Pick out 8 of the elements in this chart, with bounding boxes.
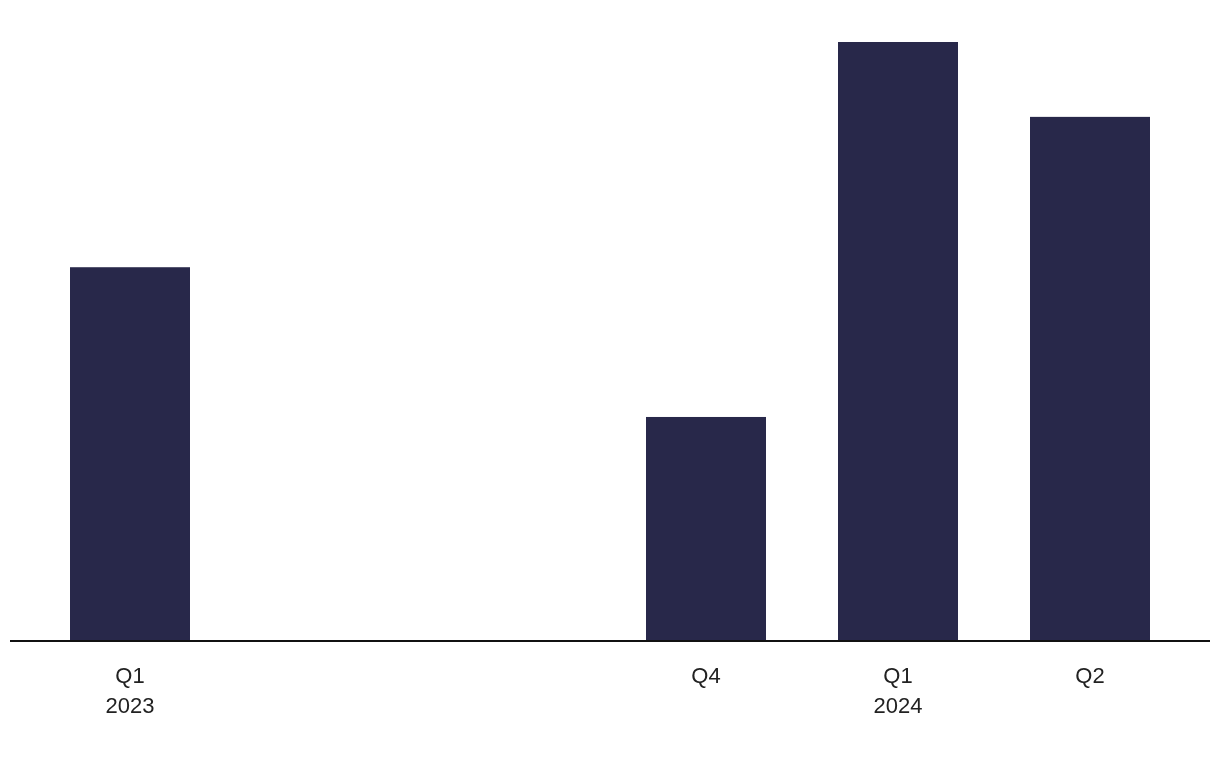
x-tick-label: Q2 <box>1075 663 1105 688</box>
bar <box>70 267 190 641</box>
bar <box>1030 116 1150 641</box>
bar <box>838 42 958 641</box>
bar <box>646 416 766 641</box>
x-tick-label: Q1 2024 <box>873 663 923 718</box>
x-tick-label: Q4 <box>691 663 721 688</box>
x-tick-label: Q1 2023 <box>105 663 155 718</box>
